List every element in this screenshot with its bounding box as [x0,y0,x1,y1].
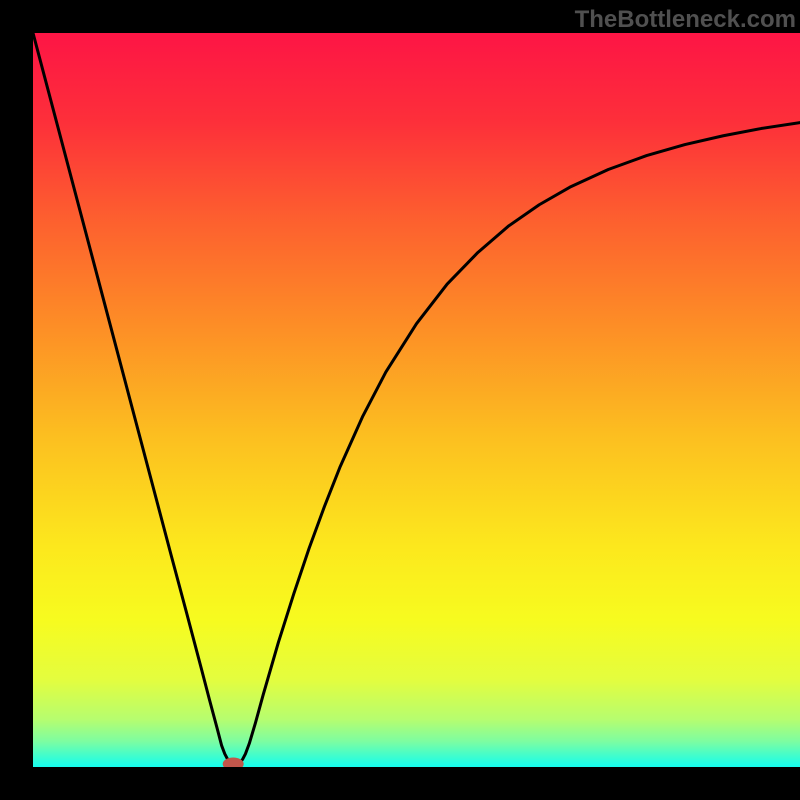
plot-area [33,33,800,767]
minimum-marker [223,758,243,767]
watermark-text: TheBottleneck.com [575,6,796,34]
chart-container: TheBottleneck.com [0,0,800,800]
chart-svg [33,33,800,767]
